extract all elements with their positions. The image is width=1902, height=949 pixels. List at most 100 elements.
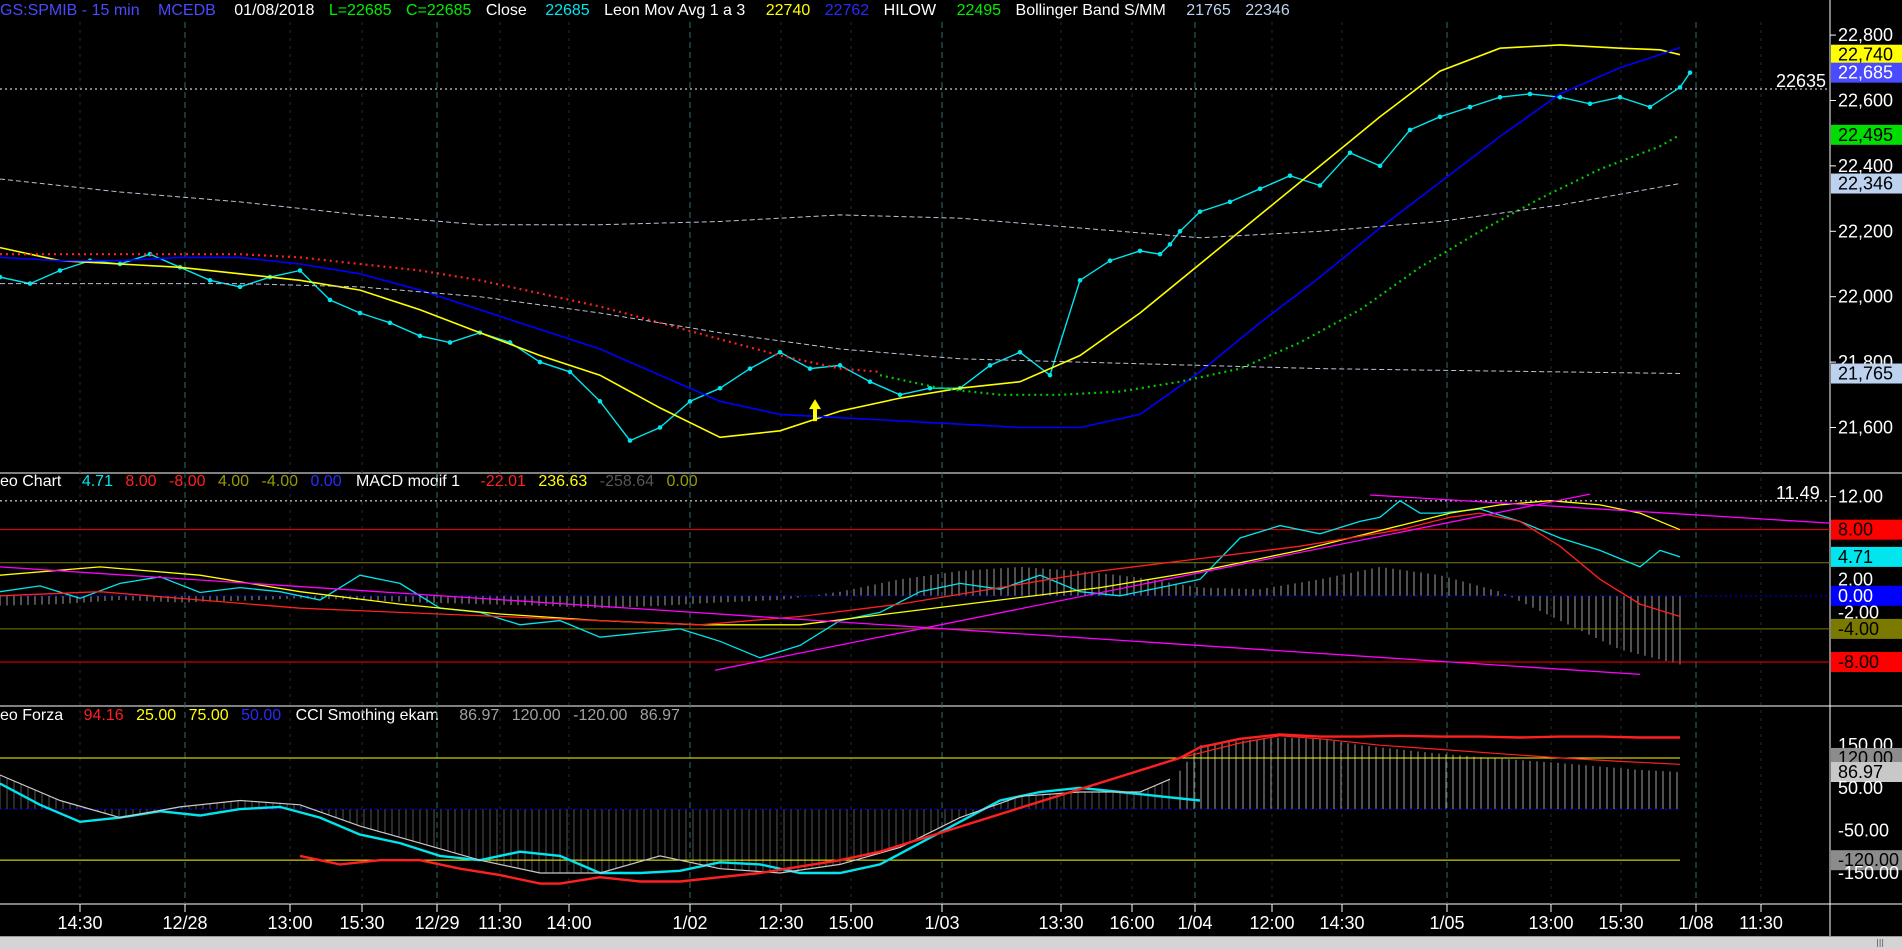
cci-panel[interactable] [0, 733, 1681, 885]
macd-prefix: eo Chart [0, 473, 62, 490]
value-tag-label: 22,685 [1838, 63, 1893, 83]
x-tick-label: 11:30 [478, 913, 522, 933]
scroll-grip-icon[interactable]: ||| [1876, 938, 1885, 947]
hilow-label: HILOW [884, 2, 937, 19]
macd-v4: 4.00 [218, 473, 249, 490]
x-tick-label: 13:00 [267, 913, 312, 933]
data-point [1047, 372, 1053, 378]
value-tag-label: -50.00 [1838, 820, 1889, 840]
value-tag [1831, 44, 1902, 65]
series-macd-yellow[interactable] [0, 500, 1681, 626]
series-mov-avg-yellow[interactable] [0, 44, 1681, 439]
close-label: Close [486, 2, 527, 19]
data-point [867, 379, 873, 385]
data-point [297, 268, 303, 273]
mov-avg-value-1: 22740 [766, 2, 811, 19]
x-tick-label: 12/28 [162, 913, 207, 933]
last-label: L=22685 [329, 2, 392, 19]
value-tag [1831, 618, 1902, 639]
x-tick-label: 1/08 [1678, 913, 1713, 933]
x-tick-label: 12:00 [1249, 913, 1294, 933]
data-point [1347, 150, 1353, 156]
macd-top-ref-label: 11.49 [1776, 483, 1820, 503]
y-tick-label: 22,600 [1838, 90, 1893, 110]
cci-v6: 120.00 [512, 707, 561, 724]
value-tag [1831, 363, 1902, 384]
x-tick-label: 14:00 [546, 913, 591, 933]
macd-v10: 0.00 [666, 473, 697, 490]
series-trend-magenta-down[interactable] [0, 566, 1641, 676]
data-point [1437, 114, 1443, 120]
data-point [1107, 258, 1113, 264]
data-point [1557, 94, 1563, 100]
data-point [27, 281, 33, 286]
series-hilow-red[interactable] [0, 253, 881, 373]
data-point [1197, 209, 1203, 214]
x-tick-label: 1/04 [1177, 913, 1212, 933]
data-point [717, 385, 723, 391]
right-axis[interactable]: 22,80022,60022,40022,20022,00021,80021,6… [1830, 25, 1902, 883]
symbol-label: GS:SPMIB - 15 min [0, 2, 140, 19]
value-tag-label: 86.97 [1838, 762, 1883, 782]
value-tag [1831, 173, 1902, 194]
series-cci-red[interactable] [299, 733, 1680, 885]
close-eq-label: C=22685 [406, 2, 471, 19]
value-tag [1831, 651, 1902, 672]
data-point [327, 297, 333, 303]
price-panel[interactable]: 22635 [0, 44, 1830, 443]
data-point [777, 349, 783, 355]
data-point [927, 385, 933, 391]
y-tick-label: 21,600 [1838, 417, 1893, 437]
data-point [807, 366, 813, 371]
series-trend-magenta-top[interactable] [1369, 494, 1831, 524]
cci-prefix: eo Forza [0, 707, 63, 724]
x-tick-label: 14:30 [1319, 913, 1364, 933]
macd-panel[interactable]: 11.49 [0, 483, 1831, 676]
time-axis[interactable]: 14:30 12/28 13:00 15:30 12/29 11:30 14:00 1/02 1… [57, 904, 1783, 933]
series-bollinger-lower[interactable] [0, 283, 1681, 374]
x-tick-label: 15:00 [828, 913, 873, 933]
x-tick-label: 12:30 [758, 913, 803, 933]
x-tick-label: 1/03 [924, 913, 959, 933]
value-tag-label: 50.00 [1838, 778, 1883, 798]
data-point [1017, 349, 1023, 355]
data-point [1587, 101, 1593, 107]
value-tag-label: 22,740 [1838, 45, 1893, 65]
data-point [537, 359, 543, 365]
data-point [1317, 183, 1323, 188]
value-tag-label: -8.00 [1838, 652, 1879, 672]
macd-v2: 8.00 [125, 473, 156, 490]
data-point [237, 284, 243, 290]
y-tick-label: 22,400 [1838, 156, 1893, 176]
x-tick-label: 1/02 [672, 913, 707, 933]
horizontal-scrollbar[interactable]: ||| [0, 936, 1902, 949]
series-close[interactable] [0, 72, 1691, 442]
hilow-value: 22495 [957, 2, 1002, 19]
x-tick-label: 13:00 [1528, 913, 1573, 933]
series-mov-avg-blue[interactable] [0, 46, 1681, 429]
x-tick-label: 13:30 [1038, 913, 1083, 933]
value-tag-label: 21,765 [1838, 364, 1893, 384]
data-point [597, 399, 603, 404]
date-label: 01/08/2018 [234, 2, 314, 19]
value-tag-label: -2.00 [1838, 602, 1879, 622]
cci-v4: 50.00 [241, 707, 281, 724]
value-tag-label: 2.00 [1838, 569, 1873, 589]
series-macd-cyan[interactable] [0, 499, 1681, 659]
macd-v3: -8.00 [169, 473, 206, 490]
mov-avg-label: Leon Mov Avg 1 a 3 [604, 2, 745, 19]
data-point [417, 333, 423, 339]
cci-v3: 75.00 [189, 707, 229, 724]
data-point [1377, 163, 1383, 169]
series-macd-red[interactable] [0, 512, 1681, 626]
macd-v5: -4.00 [262, 473, 299, 490]
series-cci-red-upper-edge[interactable] [1179, 735, 1681, 765]
x-tick-label: 15:30 [1598, 913, 1643, 933]
macd-v8: 236.63 [538, 473, 587, 490]
series-bollinger-upper[interactable] [0, 178, 1681, 239]
series-trend-magenta-up[interactable] [714, 493, 1591, 671]
macd-name: MACD modif 1 [356, 473, 460, 490]
series-cci-gray[interactable] [0, 774, 1171, 874]
